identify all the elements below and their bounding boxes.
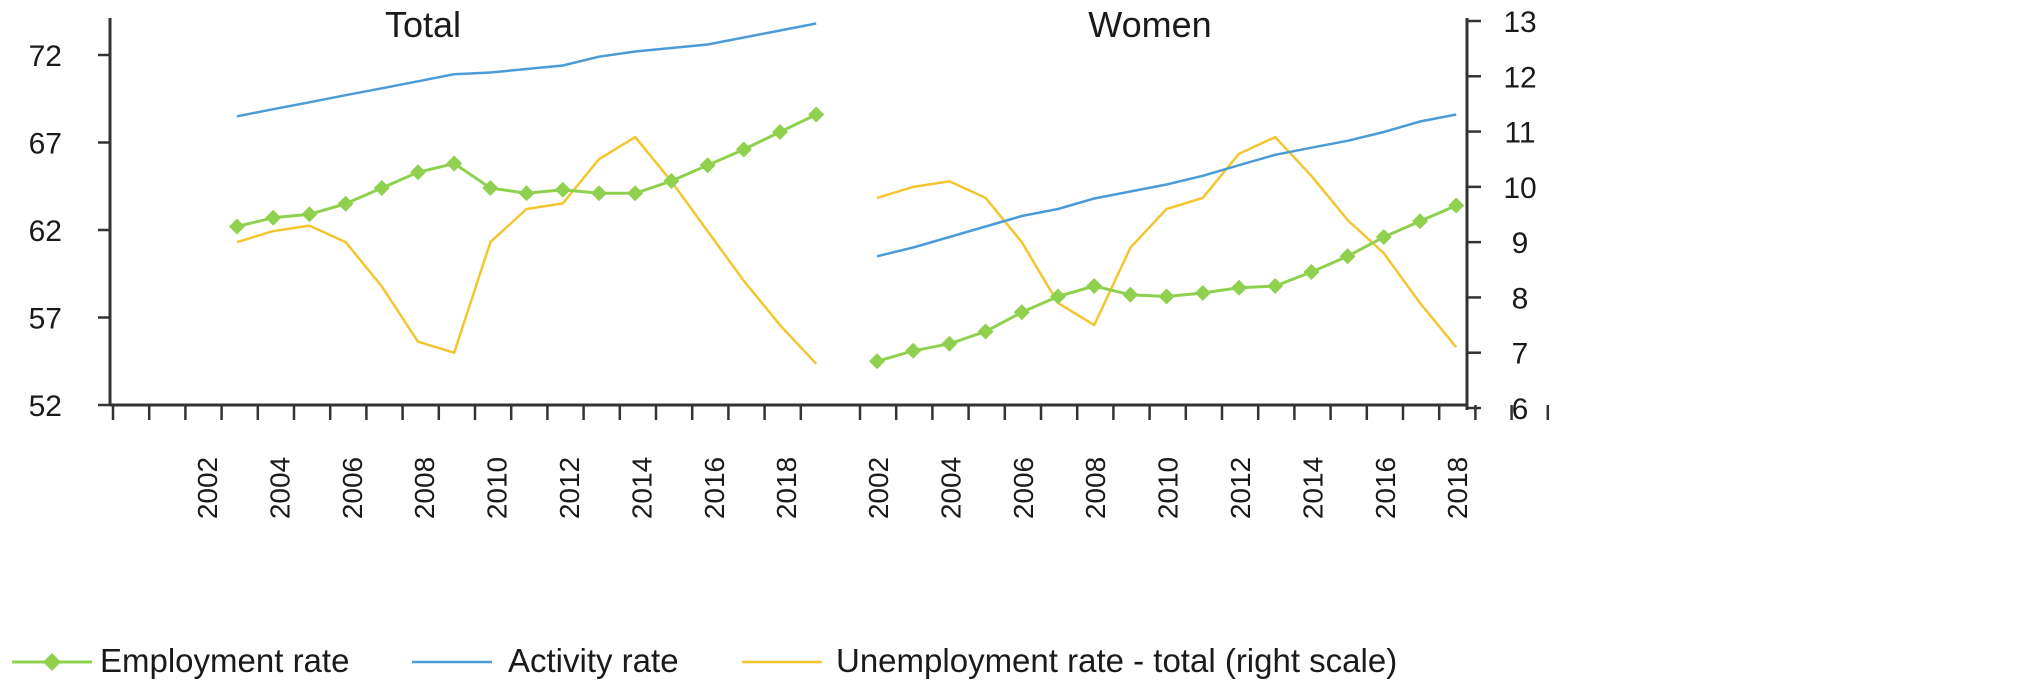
legend: Employment rate Activity rate Unemployment… <box>12 642 1397 679</box>
series-line-activity-rate-women <box>876 113 1457 258</box>
employment-point <box>1375 229 1392 245</box>
legend-label-activity: Activity rate <box>508 642 679 679</box>
employment-point <box>941 335 958 352</box>
employment-point <box>337 195 354 212</box>
left-y-tick-label: 72 <box>29 40 62 73</box>
x-tick-label: 2008 <box>409 457 440 519</box>
x-tick-label: 2016 <box>1370 457 1401 519</box>
left-y-tick-label: 67 <box>29 128 62 161</box>
employment-point <box>1339 248 1356 265</box>
chart-axes <box>98 18 1550 420</box>
panel-title-women: Women <box>1088 4 1211 45</box>
x-tick-label: 2006 <box>337 457 368 519</box>
x-tick-label: 2004 <box>264 457 295 519</box>
employment-point <box>735 141 752 158</box>
series-line-unemployment-rate-total-right-scale-total <box>236 135 818 365</box>
employment-point <box>373 180 390 196</box>
employment-point <box>1231 279 1247 296</box>
employment-point <box>772 124 788 140</box>
x-tick-label: 2014 <box>626 457 657 519</box>
x-tick-label: 2012 <box>1225 457 1256 519</box>
employment-point <box>627 185 644 202</box>
legend-label-employment: Employment rate <box>100 642 349 679</box>
employment-point <box>410 164 426 181</box>
x-tick-label: 2016 <box>699 457 730 519</box>
series-line-unemployment-rate-total-right-scale-women <box>876 135 1458 348</box>
employment-point <box>663 173 680 189</box>
right-y-tick-label: 13 <box>1503 6 1536 39</box>
employment-point <box>905 342 922 359</box>
employment-point <box>1158 288 1175 305</box>
employment-point <box>1086 278 1103 294</box>
employment-point <box>977 323 994 340</box>
x-tick-label: 2002 <box>192 457 223 519</box>
left-y-tick-label: 57 <box>29 303 62 336</box>
left-y-tick-label: 52 <box>29 390 62 423</box>
x-tick-label: 2002 <box>863 457 894 519</box>
employment-point <box>1013 304 1030 321</box>
employment-point <box>1267 278 1284 294</box>
employment-point <box>1448 197 1465 214</box>
x-tick-label: 2010 <box>1153 457 1184 519</box>
series-line-employment-rate-women <box>876 204 1457 363</box>
employment-point <box>1303 264 1320 280</box>
employment-point <box>518 185 535 202</box>
employment-point <box>1050 288 1066 305</box>
right-y-tick-label: 10 <box>1503 172 1536 205</box>
employment-point <box>229 218 245 235</box>
right-y-tick-label: 9 <box>1512 227 1529 260</box>
employment-point <box>1122 286 1139 303</box>
left-y-tick-label: 62 <box>29 215 62 248</box>
x-tick-label: 2010 <box>482 457 513 519</box>
x-tick-label: 2018 <box>1442 457 1473 519</box>
series-line-activity-rate-total <box>236 22 817 118</box>
right-y-tick-label: 12 <box>1503 61 1536 94</box>
x-tick-label: 2012 <box>554 457 585 519</box>
employment-point <box>1194 285 1211 301</box>
right-y-tick-label: 7 <box>1512 338 1529 371</box>
employment-point <box>808 106 825 123</box>
employment-point <box>482 180 499 196</box>
plot-area <box>229 22 1465 370</box>
legend-label-unemployment: Unemployment rate - total (right scale) <box>836 642 1397 679</box>
x-tick-label: 2004 <box>935 457 966 519</box>
x-tick-label: 2018 <box>771 457 802 519</box>
right-y-tick-label: 11 <box>1504 117 1535 150</box>
x-tick-label: 2008 <box>1080 457 1111 519</box>
employment-point <box>446 155 463 172</box>
x-tick-label: 2014 <box>1297 457 1328 519</box>
employment-point <box>301 206 318 223</box>
right-y-tick-label: 8 <box>1512 282 1529 315</box>
employment-point <box>265 209 282 226</box>
employment-point <box>699 157 716 174</box>
legend-marker-employment <box>43 653 61 671</box>
panel-title-total: Total <box>385 4 461 45</box>
employment-point <box>1412 213 1428 230</box>
employment-point <box>554 181 571 198</box>
right-y-tick-label: 6 <box>1512 393 1529 426</box>
employment-point <box>591 185 607 202</box>
employment-point <box>869 353 885 370</box>
x-tick-label: 2006 <box>1008 457 1039 519</box>
